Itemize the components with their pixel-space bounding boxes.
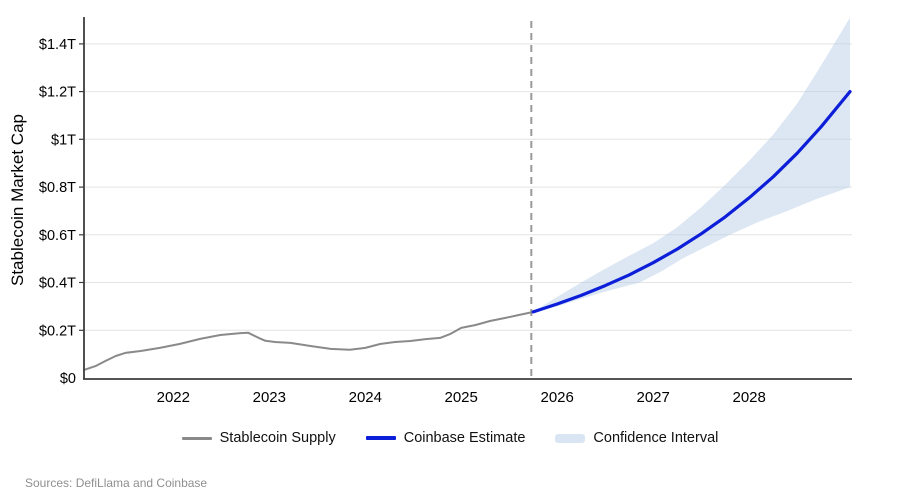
y-tick-label: $1.4T xyxy=(39,37,76,53)
x-tick-label: 2026 xyxy=(541,389,574,406)
x-tick-label: 2023 xyxy=(253,389,286,406)
legend-label: Stablecoin Supply xyxy=(219,430,336,446)
legend-label: Confidence Interval xyxy=(593,430,719,446)
band-swatch-icon xyxy=(555,433,586,443)
y-tick-label: $0.4T xyxy=(39,276,76,292)
y-tick-label: $0.6T xyxy=(39,228,76,244)
sources-note: Sources: DefiLlama and Coinbase xyxy=(25,476,208,490)
x-tick-label: 2028 xyxy=(733,389,766,406)
stablecoin-supply-line xyxy=(83,311,533,371)
x-tick-label: 2024 xyxy=(349,389,382,406)
x-tick-label: 2027 xyxy=(637,389,670,406)
confidence-band xyxy=(533,17,850,312)
legend-item-confidence-interval: Confidence Interval xyxy=(555,430,718,446)
x-tick-label: 2025 xyxy=(445,389,478,406)
y-tick-label: $1T xyxy=(51,132,76,148)
gray-line-swatch-icon xyxy=(181,436,212,440)
y-axis-title: Stablecoin Market Cap xyxy=(8,114,27,286)
legend-item-stablecoin-supply: Stablecoin Supply xyxy=(181,430,336,446)
legend-item-coinbase-estimate: Coinbase Estimate xyxy=(365,430,526,446)
y-tick-label: $0.8T xyxy=(39,180,76,196)
blue-line-swatch-icon xyxy=(365,436,396,440)
x-tick-label: 2022 xyxy=(157,389,190,406)
legend-label: Coinbase Estimate xyxy=(403,430,526,446)
y-tick-label: $1.2T xyxy=(39,85,76,101)
y-tick-label: $0 xyxy=(60,371,76,387)
coinbase-estimate-line xyxy=(531,90,852,314)
y-tick-label: $0.2T xyxy=(39,323,76,339)
chart-legend: Stablecoin Supply Coinbase Estimate Conf… xyxy=(0,430,900,446)
chart-canvas: $0 $0.2T $0.4T $0.6T $0.8T $1T $1.2T $1.4T 2022 2… xyxy=(39,17,852,406)
